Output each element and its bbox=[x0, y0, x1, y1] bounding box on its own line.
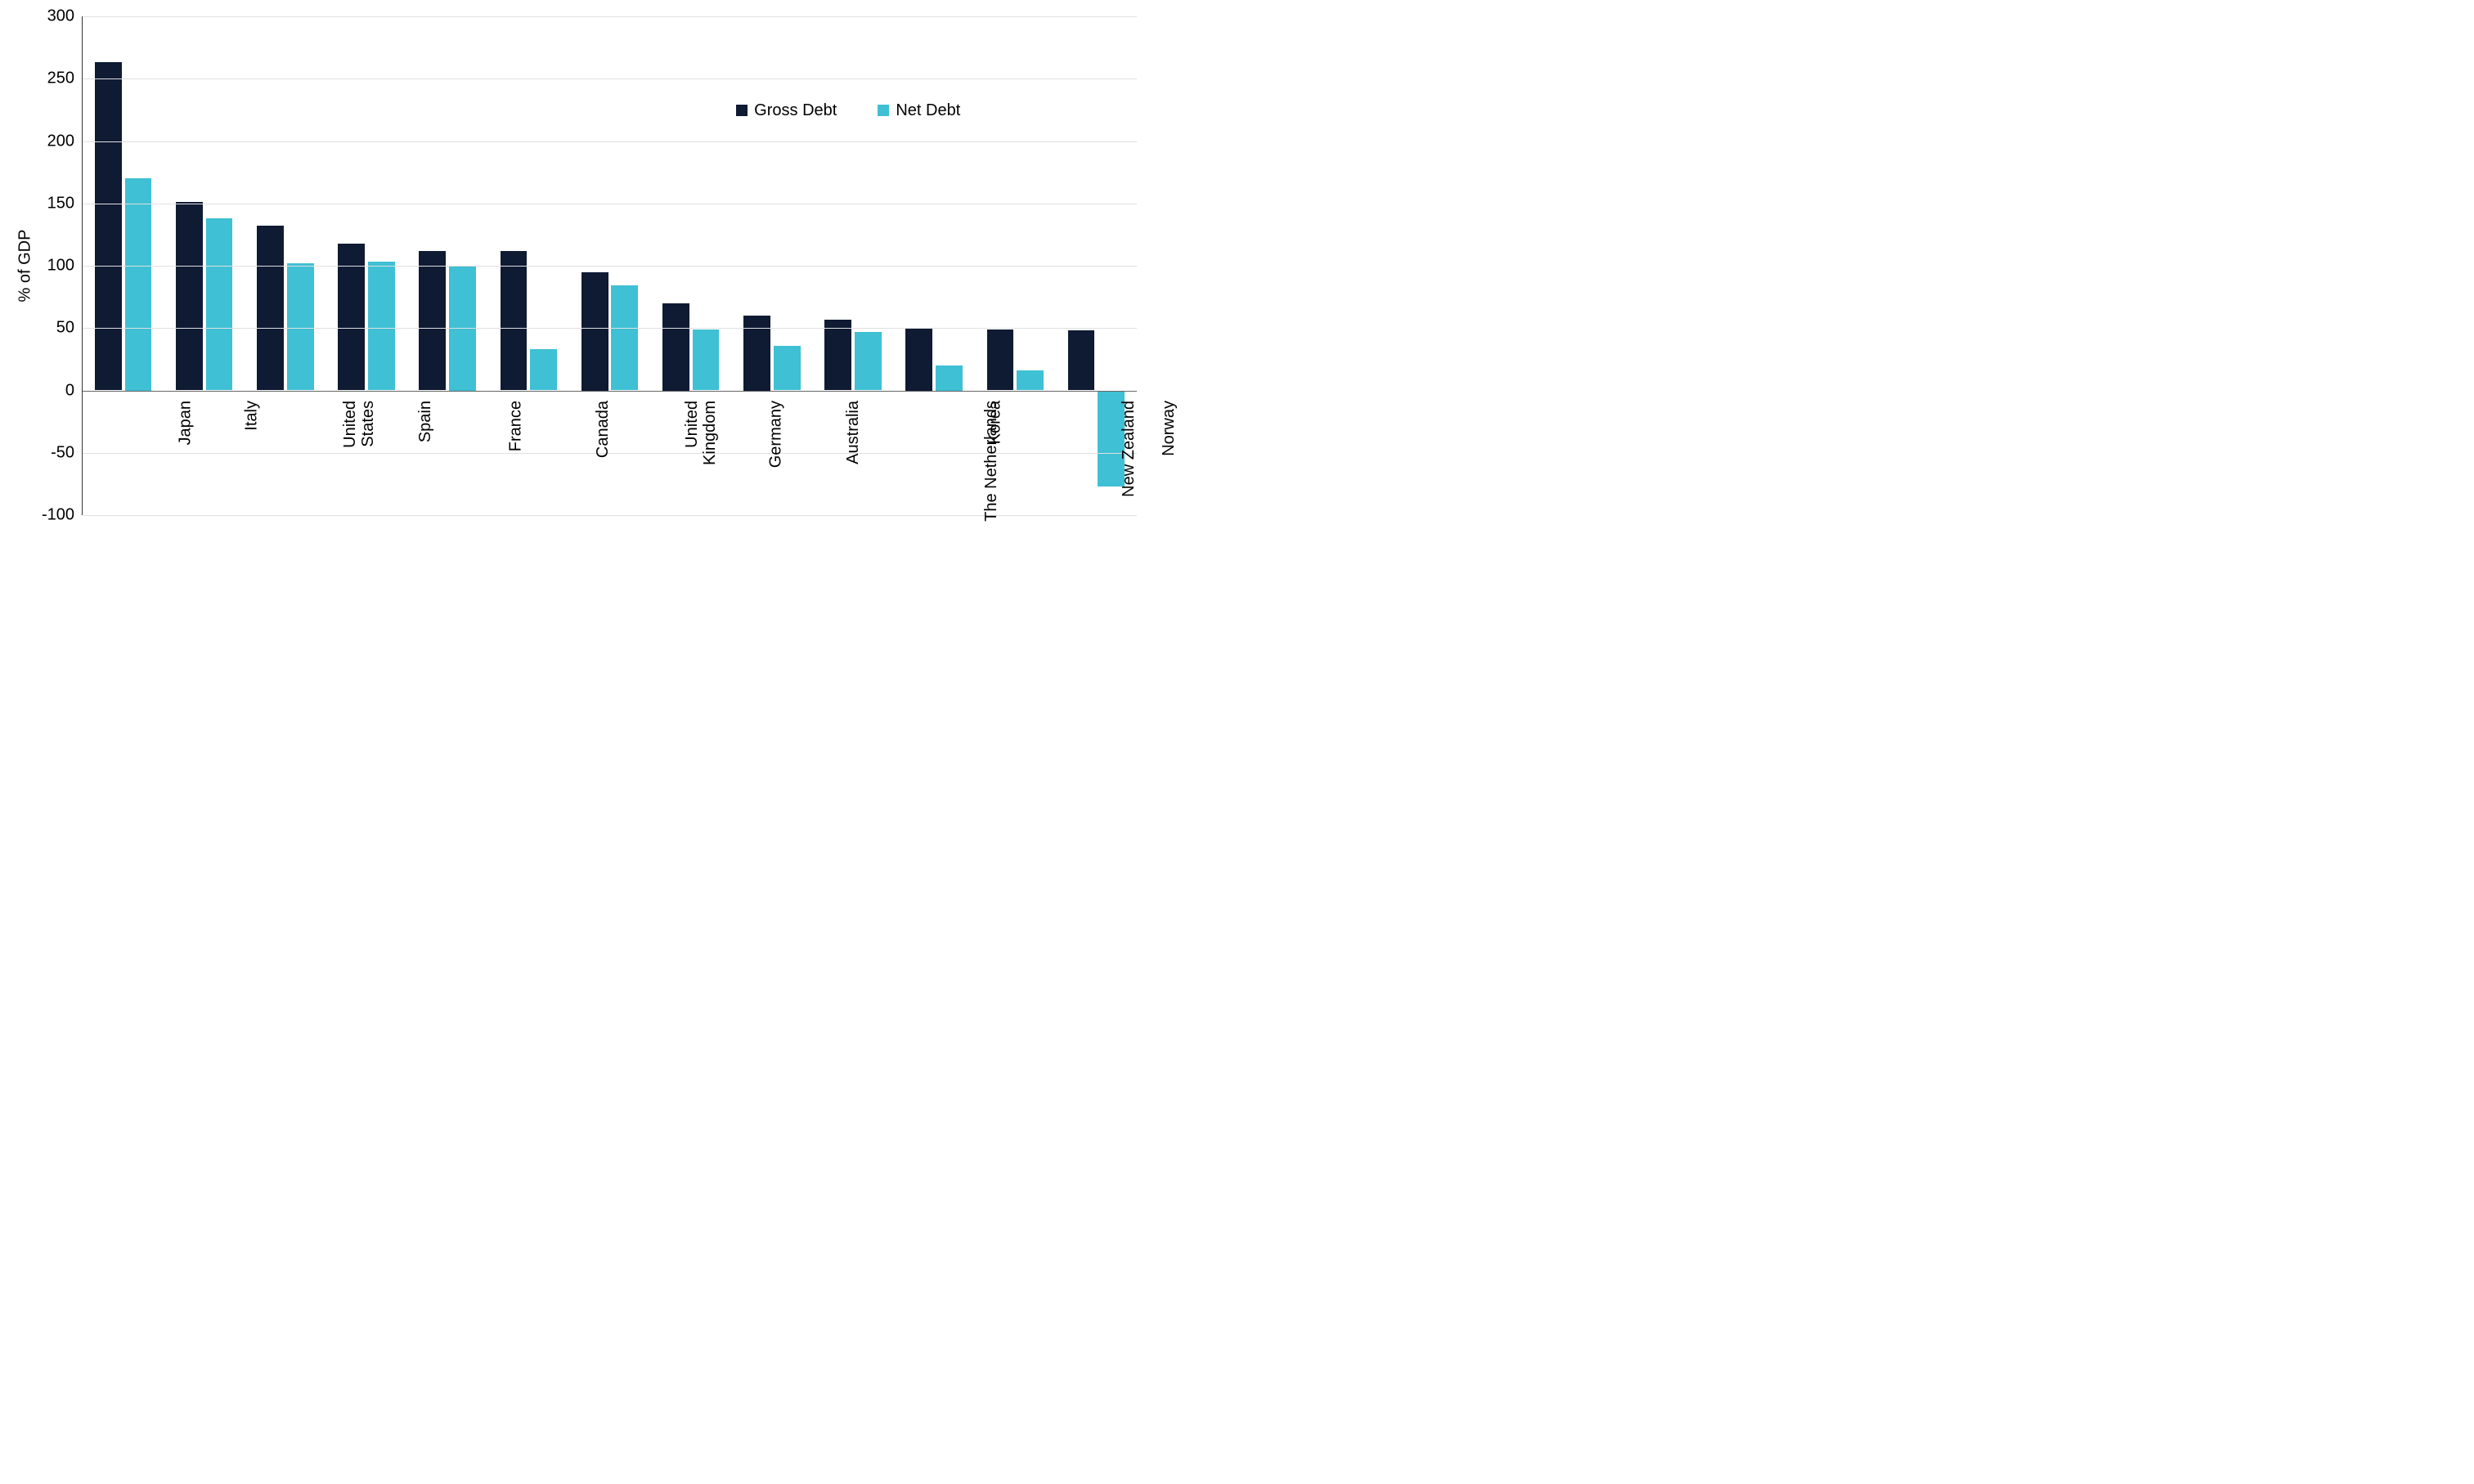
y-tick-label: 300 bbox=[47, 7, 83, 26]
bar bbox=[419, 251, 446, 391]
bar bbox=[1017, 370, 1044, 390]
legend-swatch bbox=[736, 105, 748, 116]
legend-item: Gross Debt bbox=[736, 101, 837, 120]
legend-swatch bbox=[878, 105, 889, 116]
gridline bbox=[83, 391, 1137, 392]
x-tick-label: France bbox=[506, 401, 524, 451]
gridline bbox=[83, 266, 1137, 267]
debt-chart: % of GDP Gross Debt Net Debt -100 -50 0 50 10… bbox=[8, 8, 1153, 695]
bar bbox=[743, 316, 770, 391]
y-tick-label: 0 bbox=[65, 381, 83, 400]
y-tick-label: -100 bbox=[42, 506, 83, 525]
x-tick-label: Spain bbox=[416, 401, 434, 442]
y-tick-label: 150 bbox=[47, 194, 83, 213]
gridline bbox=[83, 78, 1137, 79]
bar bbox=[176, 202, 203, 390]
y-tick-label: 200 bbox=[47, 132, 83, 150]
legend-label: Gross Debt bbox=[754, 101, 837, 120]
bar bbox=[774, 346, 801, 391]
bar bbox=[936, 365, 963, 391]
x-tick-label: New Zealand bbox=[1120, 401, 1138, 497]
legend: Gross Debt Net Debt bbox=[736, 101, 960, 120]
bar bbox=[287, 263, 314, 391]
bar bbox=[824, 320, 851, 391]
legend-label: Net Debt bbox=[896, 101, 960, 120]
bar bbox=[125, 178, 152, 390]
legend-item: Net Debt bbox=[878, 101, 960, 120]
bar bbox=[581, 272, 608, 391]
bar bbox=[95, 62, 122, 390]
y-tick-label: 50 bbox=[56, 319, 83, 338]
bar bbox=[987, 330, 1014, 391]
x-tick-label: United Kingdom bbox=[682, 401, 718, 465]
x-tick-label: Australia bbox=[844, 401, 862, 464]
gridline bbox=[83, 328, 1137, 329]
plot-area: % of GDP Gross DebtNet Debt -100-5005010… bbox=[82, 16, 1137, 515]
x-tick-label: Norway bbox=[1160, 401, 1178, 456]
x-tick-label: Canada bbox=[594, 401, 612, 458]
y-tick-label: -50 bbox=[51, 443, 83, 462]
bar bbox=[905, 328, 932, 390]
bar bbox=[530, 349, 557, 390]
gridline bbox=[83, 16, 1137, 17]
bar bbox=[368, 262, 395, 390]
x-tick-label: Japan bbox=[176, 401, 194, 446]
x-tick-label: United States bbox=[341, 401, 377, 448]
bar bbox=[855, 332, 882, 391]
x-tick-label: Germany bbox=[766, 401, 784, 468]
bar bbox=[611, 285, 638, 390]
x-tick-label: Italy bbox=[242, 401, 260, 431]
gridline bbox=[83, 515, 1137, 516]
y-tick-label: 100 bbox=[47, 257, 83, 276]
x-tick-label: Korea bbox=[986, 401, 1004, 444]
gridline bbox=[83, 141, 1137, 142]
bar bbox=[257, 226, 284, 390]
bar bbox=[1068, 330, 1095, 390]
bar bbox=[206, 218, 233, 390]
bar bbox=[693, 330, 720, 391]
y-axis-title: % of GDP bbox=[16, 230, 35, 303]
y-tick-label: 250 bbox=[47, 69, 83, 88]
bar bbox=[501, 251, 528, 391]
bar bbox=[662, 303, 689, 391]
